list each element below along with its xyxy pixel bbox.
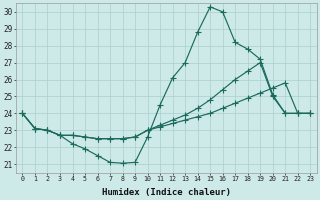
- X-axis label: Humidex (Indice chaleur): Humidex (Indice chaleur): [102, 188, 231, 197]
